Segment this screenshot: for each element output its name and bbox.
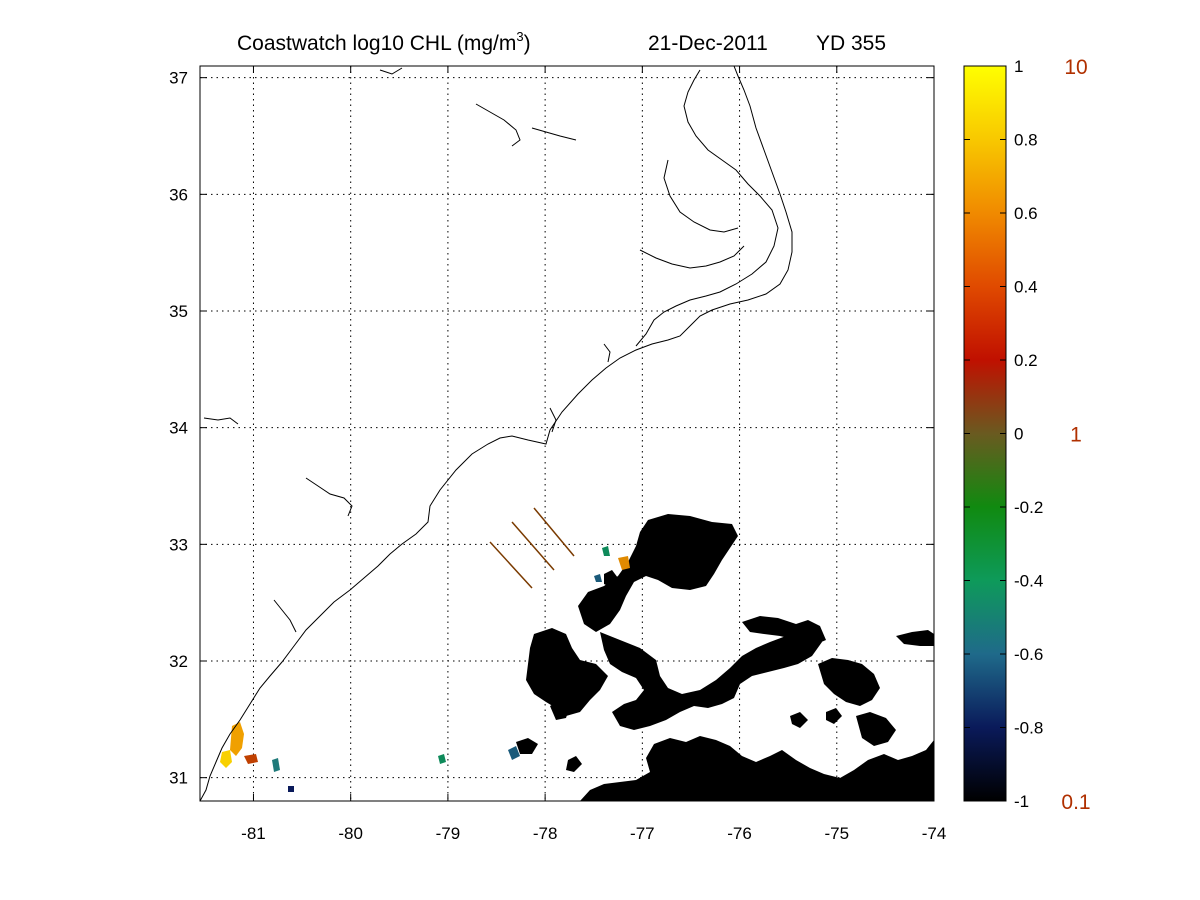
- coastline: [200, 66, 793, 801]
- lon-tick-label: -77: [630, 824, 655, 843]
- colorbar-tick-label: -0.8: [1014, 719, 1043, 738]
- colorbar-linear-label: 1: [1070, 424, 1082, 447]
- lat-tick-label: 32: [169, 652, 188, 671]
- lat-tick-label: 33: [169, 535, 188, 554]
- colorbar-tick-label: 0.4: [1014, 278, 1038, 297]
- ship-tracks: [489, 507, 575, 589]
- lat-tick-label: 35: [169, 302, 188, 321]
- colorbar-tick-label: -1: [1014, 792, 1029, 811]
- colorbar-tick-label: -0.6: [1014, 645, 1043, 664]
- lon-tick-label: -81: [241, 824, 266, 843]
- colorbar-tick-label: -0.4: [1014, 572, 1043, 591]
- map-frame: [199, 65, 935, 802]
- lon-tick-label: -76: [727, 824, 752, 843]
- colorbar-linear-label: 0.1: [1061, 791, 1090, 814]
- lat-tick-label: 34: [169, 419, 188, 438]
- colorbar-tick-label: 0.6: [1014, 204, 1038, 223]
- colorbar-tick-label: 0.2: [1014, 351, 1038, 370]
- lat-tick-label: 37: [169, 69, 188, 88]
- colorbar-tick-label: 1: [1014, 57, 1023, 76]
- colorbar-gradient: [963, 65, 1007, 802]
- colorbar-tick-label: 0: [1014, 425, 1023, 444]
- colorbar: 1 0.8 0.6 0.4 0.2 0 -0.2 -0.4 -0.6 -0.8 -1 10 1 0.1: [963, 56, 1091, 814]
- colorbar-linear-label: 10: [1064, 56, 1087, 79]
- lon-tick-label: -79: [436, 824, 461, 843]
- map-panel: -81 -80 -79 -78 -77 -76 -75 -74 31 32 33 34 35 36 37: [169, 65, 946, 843]
- map-axis-ticks: -81 -80 -79 -78 -77 -76 -75 -74 31 32 33 34 35 36 37: [169, 66, 946, 843]
- map-date: 21-Dec-2011: [648, 32, 768, 55]
- lon-tick-label: -75: [824, 824, 849, 843]
- colorbar-tick-label: 0.8: [1014, 131, 1038, 150]
- colorbar-ticks: 1 0.8 0.6 0.4 0.2 0 -0.2 -0.4 -0.6 -0.8 -1 10 1 0.1: [964, 56, 1091, 814]
- colorbar-tick-label: -0.2: [1014, 498, 1043, 517]
- lat-tick-label: 36: [169, 185, 188, 204]
- lon-tick-label: -74: [922, 824, 947, 843]
- lon-tick-label: -78: [533, 824, 558, 843]
- chlorophyll-data-field: [220, 514, 934, 801]
- map-gridlines: [200, 66, 934, 801]
- map-yearday: YD 355: [816, 32, 886, 55]
- lon-tick-label: -80: [338, 824, 363, 843]
- lat-tick-label: 31: [169, 769, 188, 788]
- map-title: Coastwatch log10 CHL (mg/m3): [237, 29, 531, 55]
